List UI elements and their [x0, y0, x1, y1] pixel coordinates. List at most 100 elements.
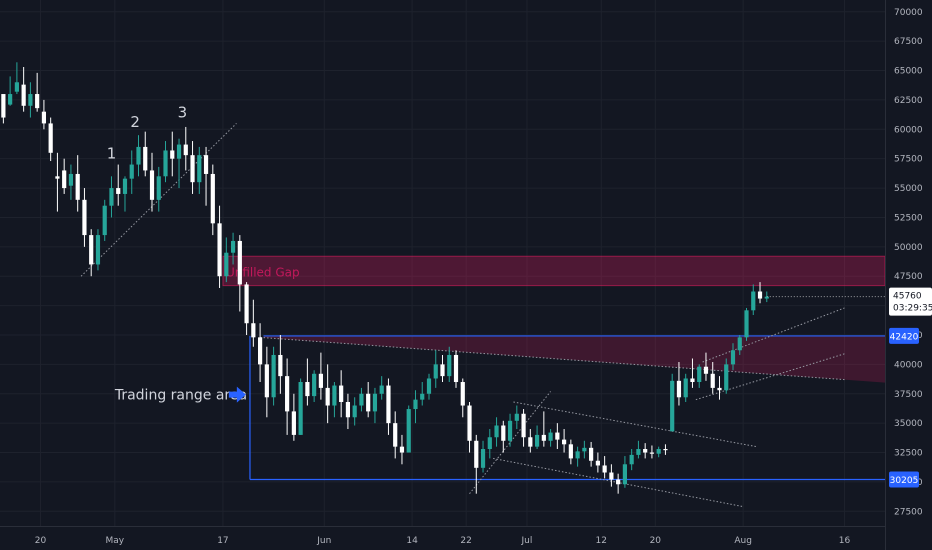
candle — [203, 146, 209, 206]
candle — [541, 411, 546, 447]
time-tick-label: Aug — [734, 536, 752, 546]
candle-body — [237, 240, 242, 285]
candle-body — [751, 291, 756, 311]
candle-body — [568, 444, 573, 459]
candle — [318, 352, 323, 400]
candle — [413, 390, 418, 424]
candle-body — [460, 382, 465, 406]
candle-body — [589, 447, 594, 461]
time-tick-label: 20 — [650, 536, 662, 546]
candle-body — [494, 425, 499, 438]
candle — [41, 99, 47, 130]
candle-body — [399, 446, 405, 453]
candle-body — [41, 111, 47, 124]
candle — [285, 358, 290, 435]
candle — [528, 429, 533, 453]
candle — [156, 166, 161, 212]
candle-body — [413, 399, 418, 410]
candle — [264, 346, 269, 418]
candle — [501, 420, 506, 453]
candle-body — [643, 449, 648, 453]
candle — [143, 131, 148, 177]
candle — [703, 352, 709, 381]
candle — [149, 152, 155, 212]
candle-body — [480, 449, 486, 468]
candle — [717, 376, 722, 400]
candle-body — [62, 170, 67, 189]
candle — [548, 429, 553, 447]
candle-body — [487, 437, 492, 450]
price-tick-label: 40000 — [894, 360, 923, 370]
candle-body — [75, 173, 80, 200]
candle-body — [453, 354, 459, 383]
last-price-tag — [889, 287, 932, 316]
candle-body — [670, 380, 675, 432]
candle — [136, 135, 141, 177]
candle — [75, 155, 80, 212]
level-lines — [249, 335, 885, 481]
candle-body — [717, 387, 722, 391]
last-price-value: 45760 — [893, 292, 922, 302]
candle — [28, 82, 33, 118]
candle — [163, 141, 168, 183]
grid-lines — [0, 0, 885, 526]
candle — [48, 117, 53, 162]
candle-body — [176, 144, 182, 159]
time-tick-label: 12 — [596, 536, 607, 546]
candle-body — [514, 413, 519, 421]
trendline — [695, 353, 845, 401]
candle-body — [230, 240, 236, 253]
price-tick-label: 35000 — [894, 419, 923, 429]
candle-body — [203, 155, 209, 174]
candle — [494, 417, 499, 447]
price-tick-label: 47500 — [894, 272, 923, 282]
candle — [649, 445, 655, 459]
candle-body — [82, 199, 87, 236]
candle — [602, 456, 607, 479]
candle-body — [109, 188, 114, 206]
candle — [109, 176, 114, 218]
candle-body — [190, 155, 195, 183]
candle-body — [48, 123, 53, 153]
candle-body — [609, 472, 614, 480]
candle — [366, 382, 371, 418]
candle — [14, 62, 19, 95]
candle-body — [244, 284, 249, 324]
candle — [82, 188, 87, 247]
candle-body — [345, 401, 351, 418]
candle — [737, 334, 742, 355]
candle — [453, 350, 459, 388]
candle-body — [541, 434, 546, 441]
candle-body — [217, 223, 222, 277]
candle — [55, 152, 60, 212]
candle — [379, 376, 384, 400]
candle-body — [426, 378, 432, 394]
candle — [420, 382, 425, 406]
candle — [312, 370, 317, 402]
candle-body — [136, 146, 141, 165]
candle — [562, 429, 567, 453]
candle — [447, 346, 452, 383]
candle — [217, 205, 222, 288]
zones: Unfilled Gap — [222, 255, 886, 383]
candle — [325, 364, 330, 424]
candle-body — [393, 423, 398, 447]
candle-body — [595, 460, 600, 466]
candle-body — [285, 376, 290, 412]
candle-body — [703, 366, 709, 374]
candle — [582, 440, 587, 459]
candle — [683, 373, 688, 402]
candle — [95, 229, 101, 271]
candle-body — [318, 373, 323, 388]
candle-body — [129, 164, 134, 179]
candle — [670, 373, 675, 432]
wave-number-label: 2 — [130, 113, 140, 131]
candle — [507, 413, 513, 447]
candle-body — [122, 178, 128, 194]
candle — [460, 378, 465, 418]
candle-body — [521, 413, 526, 438]
candle-body — [143, 146, 148, 171]
gap-wedge-zone — [263, 335, 886, 383]
time-axis[interactable]: 20 May 17 Jun 14 22 Jul 12 20 Aug 16 — [0, 526, 885, 547]
